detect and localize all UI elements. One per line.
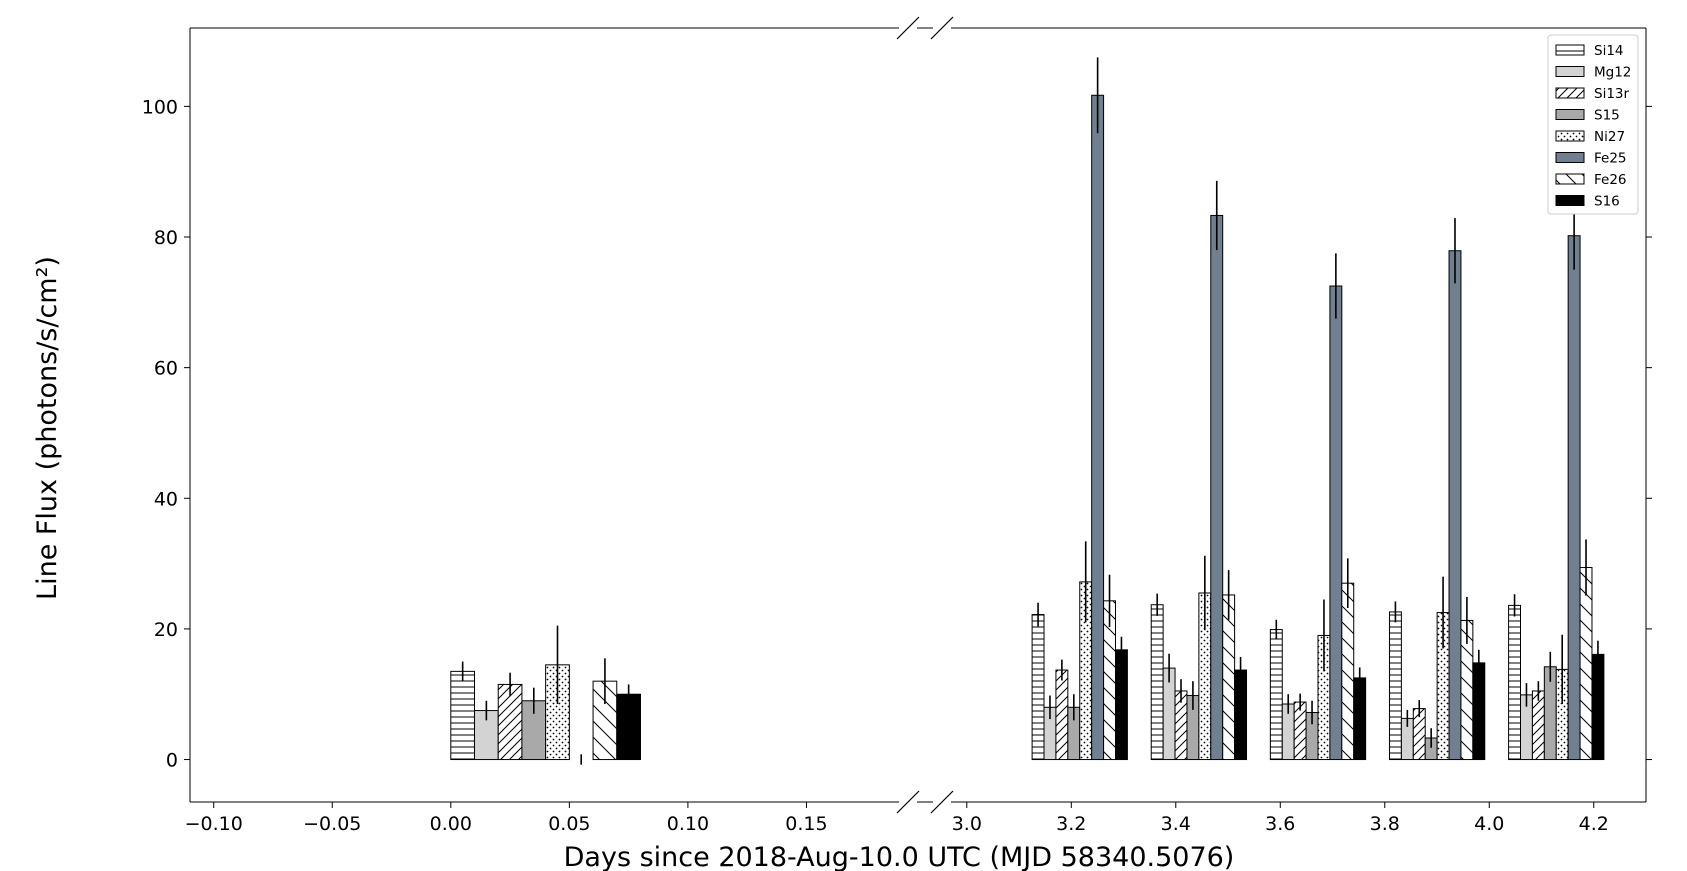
legend-swatch-s15 <box>1555 109 1585 120</box>
bar-si14-p1-g1 <box>1150 604 1164 761</box>
legend-swatch-fe25 <box>1555 152 1585 163</box>
legend-label-fe26: Fe26 <box>1594 172 1627 188</box>
x-tick-label-4: 4.0 <box>1474 813 1504 835</box>
legend-label-s16: S16 <box>1594 194 1620 210</box>
bar-si14-p1-g2 <box>1269 629 1283 761</box>
bar-fe26-p1-g4 <box>1579 567 1593 761</box>
axis-break-mark <box>896 790 920 814</box>
y-tick-label-80: 80 <box>154 227 178 249</box>
y-tick-label-100: 100 <box>142 96 178 118</box>
bar-fe25-p1-g1 <box>1210 214 1224 761</box>
y-axis-label: Line Flux (photons/s/cm²) <box>32 256 63 600</box>
x-tick-label-0: 0.00 <box>430 813 472 835</box>
legend-label-s15: S15 <box>1594 108 1620 124</box>
bar-si14-p1-g4 <box>1508 604 1522 761</box>
legend-swatch-si13r <box>1555 87 1585 99</box>
bars <box>450 57 1605 765</box>
bar-s16-p1-g1 <box>1234 669 1248 761</box>
bar-fe25-p1-g2 <box>1329 285 1343 761</box>
legend-label-si14: Si14 <box>1594 43 1624 59</box>
bar-si13r-p1-g0 <box>1055 669 1069 761</box>
bar-s16-p1-g3 <box>1472 662 1486 761</box>
legend-swatch-mg12 <box>1555 66 1585 77</box>
legend-box <box>1547 34 1639 215</box>
bar-s16-p1-g0 <box>1114 649 1128 761</box>
legend-swatch-si14 <box>1555 44 1585 56</box>
x-tick-label-3p4: 3.4 <box>1161 813 1191 835</box>
axis-break-mark <box>930 790 954 814</box>
axis-break-mark <box>930 16 954 40</box>
axes: 0 20 40 60 80 100 −0.10 −0.05 0.00 0.05 0.10 0.15 3.… <box>142 16 1652 835</box>
bar-s16-p1-g4 <box>1591 653 1605 761</box>
x-tick-label-m0p1: −0.10 <box>185 813 243 835</box>
legend-swatch-ni27 <box>1555 130 1585 142</box>
legend-label-ni27: Ni27 <box>1594 129 1625 145</box>
bar-fe25-p1-g4 <box>1567 235 1581 761</box>
x-tick-label-0p1: 0.10 <box>667 813 709 835</box>
x-tick-label-m0p05: −0.05 <box>303 813 361 835</box>
axis-break-mark <box>896 16 920 40</box>
bar-si13r-p1-g4 <box>1531 690 1545 761</box>
x-tick-label-3: 3.0 <box>952 813 982 835</box>
y-tick-label-40: 40 <box>154 488 178 510</box>
y-tick-label-0: 0 <box>166 750 178 772</box>
legend-label-fe25: Fe25 <box>1594 151 1627 167</box>
x-tick-label-3p8: 3.8 <box>1370 813 1400 835</box>
legend-swatch-s16 <box>1555 195 1585 206</box>
legend-label-si13r: Si13r <box>1594 86 1629 102</box>
bar-si13r-p1-g2 <box>1293 701 1307 761</box>
bar-fe25-p1-g0 <box>1091 94 1105 761</box>
bar-fe26-p1-g2 <box>1341 582 1355 761</box>
y-tick-label-20: 20 <box>154 619 178 641</box>
x-tick-label-0p05: 0.05 <box>548 813 590 835</box>
x-axis-label: Days since 2018-Aug-10.0 UTC (MJD 58340.… <box>564 842 1235 871</box>
bar-si14-p1-g3 <box>1388 611 1402 761</box>
legend-swatch-fe26 <box>1555 173 1585 185</box>
legend: Si14 Mg12 Si13r S15 Ni27 Fe25 Fe26 S16 <box>1547 34 1639 215</box>
bar-s16-p1-g2 <box>1353 677 1367 761</box>
x-tick-label-3p6: 3.6 <box>1265 813 1295 835</box>
x-tick-label-3p2: 3.2 <box>1056 813 1086 835</box>
legend-label-mg12: Mg12 <box>1594 65 1631 81</box>
x-tick-label-0p15: 0.15 <box>785 813 827 835</box>
bar-fe25-p1-g3 <box>1448 250 1462 761</box>
y-tick-label-60: 60 <box>154 358 178 380</box>
bar-si14-p1-g0 <box>1031 614 1045 761</box>
x-tick-label-4p2: 4.2 <box>1579 813 1609 835</box>
bar-si14-p0-g0 <box>450 670 476 761</box>
